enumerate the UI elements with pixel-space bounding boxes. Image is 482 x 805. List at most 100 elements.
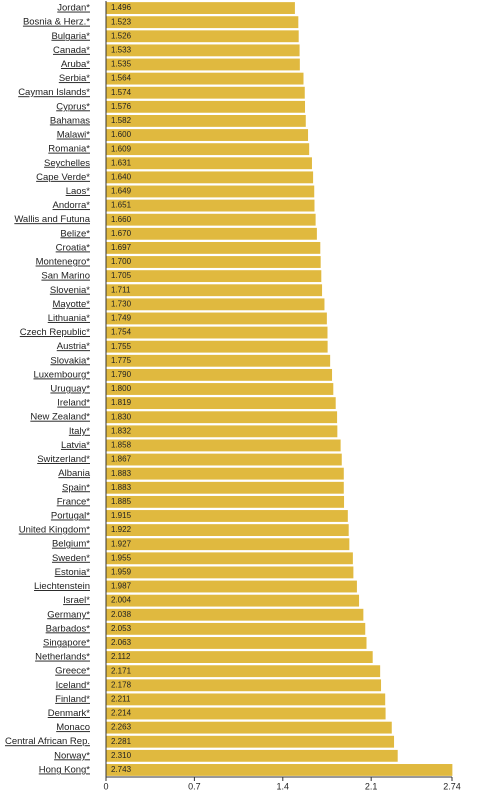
category-label[interactable]: Norway* — [54, 750, 90, 761]
category-label[interactable]: Malawi* — [57, 130, 91, 141]
category-label[interactable]: Austria* — [57, 341, 91, 352]
value-label: 1.700 — [111, 257, 132, 266]
value-label: 1.651 — [111, 201, 132, 210]
value-label: 1.883 — [111, 469, 132, 478]
category-label[interactable]: Germany* — [47, 609, 90, 620]
bar — [106, 241, 321, 254]
category-label[interactable]: Croatia* — [56, 242, 91, 253]
bar — [106, 256, 321, 268]
value-label: 1.755 — [111, 342, 132, 351]
category-label[interactable]: Cyprus* — [56, 101, 90, 112]
bar — [106, 566, 354, 579]
value-label: 1.574 — [111, 88, 132, 97]
bar — [106, 72, 304, 85]
value-label: 1.670 — [111, 229, 132, 238]
bar — [106, 185, 315, 198]
category-label[interactable]: Bulgaria* — [51, 31, 90, 42]
category-label[interactable]: Portugal* — [51, 510, 90, 521]
category-label[interactable]: France* — [57, 496, 91, 507]
value-label: 1.955 — [111, 553, 132, 562]
bar — [106, 326, 328, 339]
category-label[interactable]: Laos* — [66, 186, 91, 197]
category-label[interactable]: Mayotte* — [53, 299, 91, 310]
bar — [106, 86, 305, 99]
value-label: 1.922 — [111, 525, 132, 534]
category-label[interactable]: Slovakia* — [50, 355, 90, 366]
category-label[interactable]: Jordan* — [57, 3, 90, 14]
value-label: 1.640 — [111, 172, 132, 181]
value-label: 1.927 — [111, 539, 132, 548]
category-label[interactable]: Canada* — [53, 45, 90, 56]
bar — [106, 693, 386, 706]
category-label[interactable]: Serbia* — [59, 73, 90, 84]
bar — [106, 608, 364, 621]
value-label: 1.523 — [111, 17, 132, 26]
bar — [106, 213, 316, 226]
bar — [106, 312, 327, 325]
category-label[interactable]: Iceland* — [56, 680, 91, 691]
category-label[interactable]: Netherlands* — [35, 652, 90, 663]
category-label[interactable]: Latvia* — [61, 440, 90, 451]
category-label[interactable]: Israel* — [63, 595, 90, 606]
category-label[interactable]: San Marino — [41, 271, 90, 282]
category-label[interactable]: Romania* — [48, 144, 90, 155]
category-label[interactable]: Uruguay* — [50, 384, 90, 395]
category-label[interactable]: Greece* — [55, 666, 90, 677]
category-label[interactable]: Italy* — [69, 426, 90, 437]
category-label[interactable]: Sweden* — [52, 553, 90, 564]
category-label[interactable]: Cape Verde* — [36, 172, 90, 183]
bar — [106, 171, 314, 184]
category-label[interactable]: Aruba* — [61, 59, 90, 70]
category-label[interactable]: Andorra* — [53, 200, 91, 211]
value-label: 1.705 — [111, 271, 132, 280]
category-label[interactable]: Albania — [58, 468, 90, 479]
bar — [106, 453, 342, 466]
category-label[interactable]: Czech Republic* — [20, 327, 91, 338]
category-label[interactable]: Switzerland* — [37, 454, 90, 465]
value-label: 1.564 — [111, 74, 132, 83]
category-label[interactable]: New Zealand* — [30, 412, 90, 423]
category-label[interactable]: Luxembourg* — [33, 369, 90, 380]
value-label: 1.526 — [111, 31, 132, 40]
bar — [106, 354, 331, 367]
category-label[interactable]: Lithuania* — [48, 313, 91, 324]
value-label: 1.858 — [111, 441, 132, 450]
category-label[interactable]: Wallis and Futuna — [14, 214, 90, 225]
bar — [106, 495, 345, 508]
category-label[interactable]: Ireland* — [57, 398, 90, 409]
category-label[interactable]: Monaco — [56, 722, 90, 733]
category-label[interactable]: Cayman Islands* — [18, 87, 90, 98]
value-label: 1.609 — [111, 144, 132, 153]
x-tick-label: 0.7 — [188, 781, 201, 791]
category-label[interactable]: Bosnia & Herz.* — [23, 17, 90, 28]
category-label[interactable]: Singapore* — [43, 637, 90, 648]
category-label[interactable]: Belgium* — [52, 539, 90, 550]
value-label: 1.885 — [111, 497, 132, 506]
bar — [106, 129, 309, 141]
value-label: 1.533 — [111, 45, 132, 54]
category-label[interactable]: Central African Rep. — [5, 736, 90, 747]
value-label: 2.263 — [111, 723, 132, 732]
category-label[interactable]: Barbados* — [46, 623, 91, 634]
category-label[interactable]: Montenegro* — [36, 257, 91, 268]
category-label[interactable]: Liechtenstein — [34, 581, 90, 592]
bar — [106, 707, 386, 720]
category-label[interactable]: Bahamas — [50, 115, 90, 126]
value-label: 1.800 — [111, 384, 132, 393]
category-label[interactable]: Finland* — [55, 694, 90, 705]
category-label[interactable]: Belize* — [60, 228, 90, 239]
bar — [106, 397, 336, 410]
category-label[interactable]: Spain* — [62, 482, 90, 493]
category-label[interactable]: Denmark* — [48, 708, 91, 719]
category-label[interactable]: Slovenia* — [50, 285, 90, 296]
category-label[interactable]: Estonia* — [55, 567, 91, 578]
value-label: 1.959 — [111, 568, 132, 577]
category-label[interactable]: United Kingdom* — [19, 525, 91, 536]
bar — [106, 411, 338, 424]
value-label: 1.576 — [111, 102, 132, 111]
value-label: 2.038 — [111, 610, 132, 619]
category-label[interactable]: Seychelles — [44, 158, 90, 169]
category-label[interactable]: Hong Kong* — [39, 764, 91, 775]
